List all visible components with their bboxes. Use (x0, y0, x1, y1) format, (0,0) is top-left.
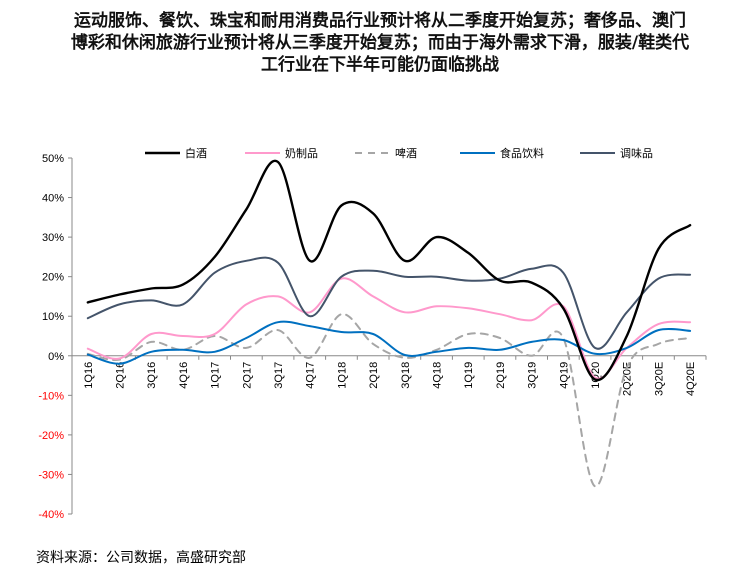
x-tick-label: 4Q16 (178, 362, 190, 389)
y-tick-label: 40% (42, 193, 64, 205)
x-tick-label: 4Q19 (558, 362, 570, 389)
x-tick-label: 3Q18 (400, 362, 412, 389)
x-tick-label: 1Q16 (83, 362, 95, 389)
x-tick-label: 1Q20 (590, 362, 602, 389)
x-tick-label: 2Q18 (368, 362, 380, 389)
legend-label: 食品饮料 (500, 146, 544, 160)
y-tick-label: 50% (42, 153, 64, 165)
x-tick-label: 3Q20E (653, 362, 665, 396)
line-chart: -40% -30% -20% -10% 0% 10% 20% 30% 40% 50% 1Q16 2Q… (38, 146, 707, 521)
series-line-1 (86, 159, 692, 382)
x-tick-label: 4Q18 (432, 362, 444, 389)
series-line-4 (86, 320, 692, 365)
series-line-5 (86, 256, 692, 350)
x-tick-label: 1Q18 (336, 362, 348, 389)
y-tick-label: -40% (38, 509, 64, 521)
y-tick-label: -20% (38, 430, 64, 442)
x-tick-label: 2Q20E (622, 362, 634, 396)
source-note: 资料来源：公司数据，高盛研究部 (36, 550, 246, 566)
y-tick-label: 20% (42, 272, 64, 284)
y-tick-label: -10% (38, 390, 64, 402)
series-line-2 (86, 277, 692, 380)
y-tick-label: -30% (38, 469, 64, 481)
x-tick-label: 4Q17 (305, 362, 317, 389)
x-tick-label: 4Q20E (685, 362, 697, 396)
y-tick-label: 30% (42, 232, 64, 244)
x-tick-label: 2Q16 (115, 362, 127, 389)
x-tick-label: 1Q17 (210, 362, 222, 389)
x-tick-label: 3Q17 (273, 362, 285, 389)
x-axis-tick-labels: 1Q16 2Q16 3Q16 4Q16 1Q17 2Q17 3Q17 4Q17 1Q18 2Q18… (83, 362, 697, 396)
legend-label: 调味品 (620, 147, 653, 160)
chart-axes (68, 157, 707, 515)
legend-label: 白酒 (185, 146, 207, 160)
x-tick-label: 3Q19 (527, 362, 539, 389)
x-tick-label: 2Q19 (495, 362, 507, 389)
x-tick-label: 3Q16 (146, 362, 158, 389)
y-axis-tick-labels: -40% -30% -20% -10% 0% 10% 20% 30% 40% 50% (38, 153, 64, 521)
legend-label: 啤酒 (395, 146, 417, 160)
x-tick-label: 2Q17 (241, 362, 253, 389)
series-line-3 (86, 313, 692, 488)
chart-title: 运动服饰、餐饮、珠宝和耐用消费品行业预计将从二季度开始复苏；奢侈品、澳门 博彩和… (70, 11, 690, 75)
y-tick-label: 0% (48, 351, 64, 363)
legend-label: 奶制品 (285, 146, 318, 160)
chart-legend: 白酒 奶制品 啤酒 食品饮料 调味品 (145, 146, 653, 160)
y-tick-label: 10% (42, 311, 64, 323)
x-tick-label: 1Q19 (463, 362, 475, 389)
chart-series-lines (86, 159, 692, 488)
